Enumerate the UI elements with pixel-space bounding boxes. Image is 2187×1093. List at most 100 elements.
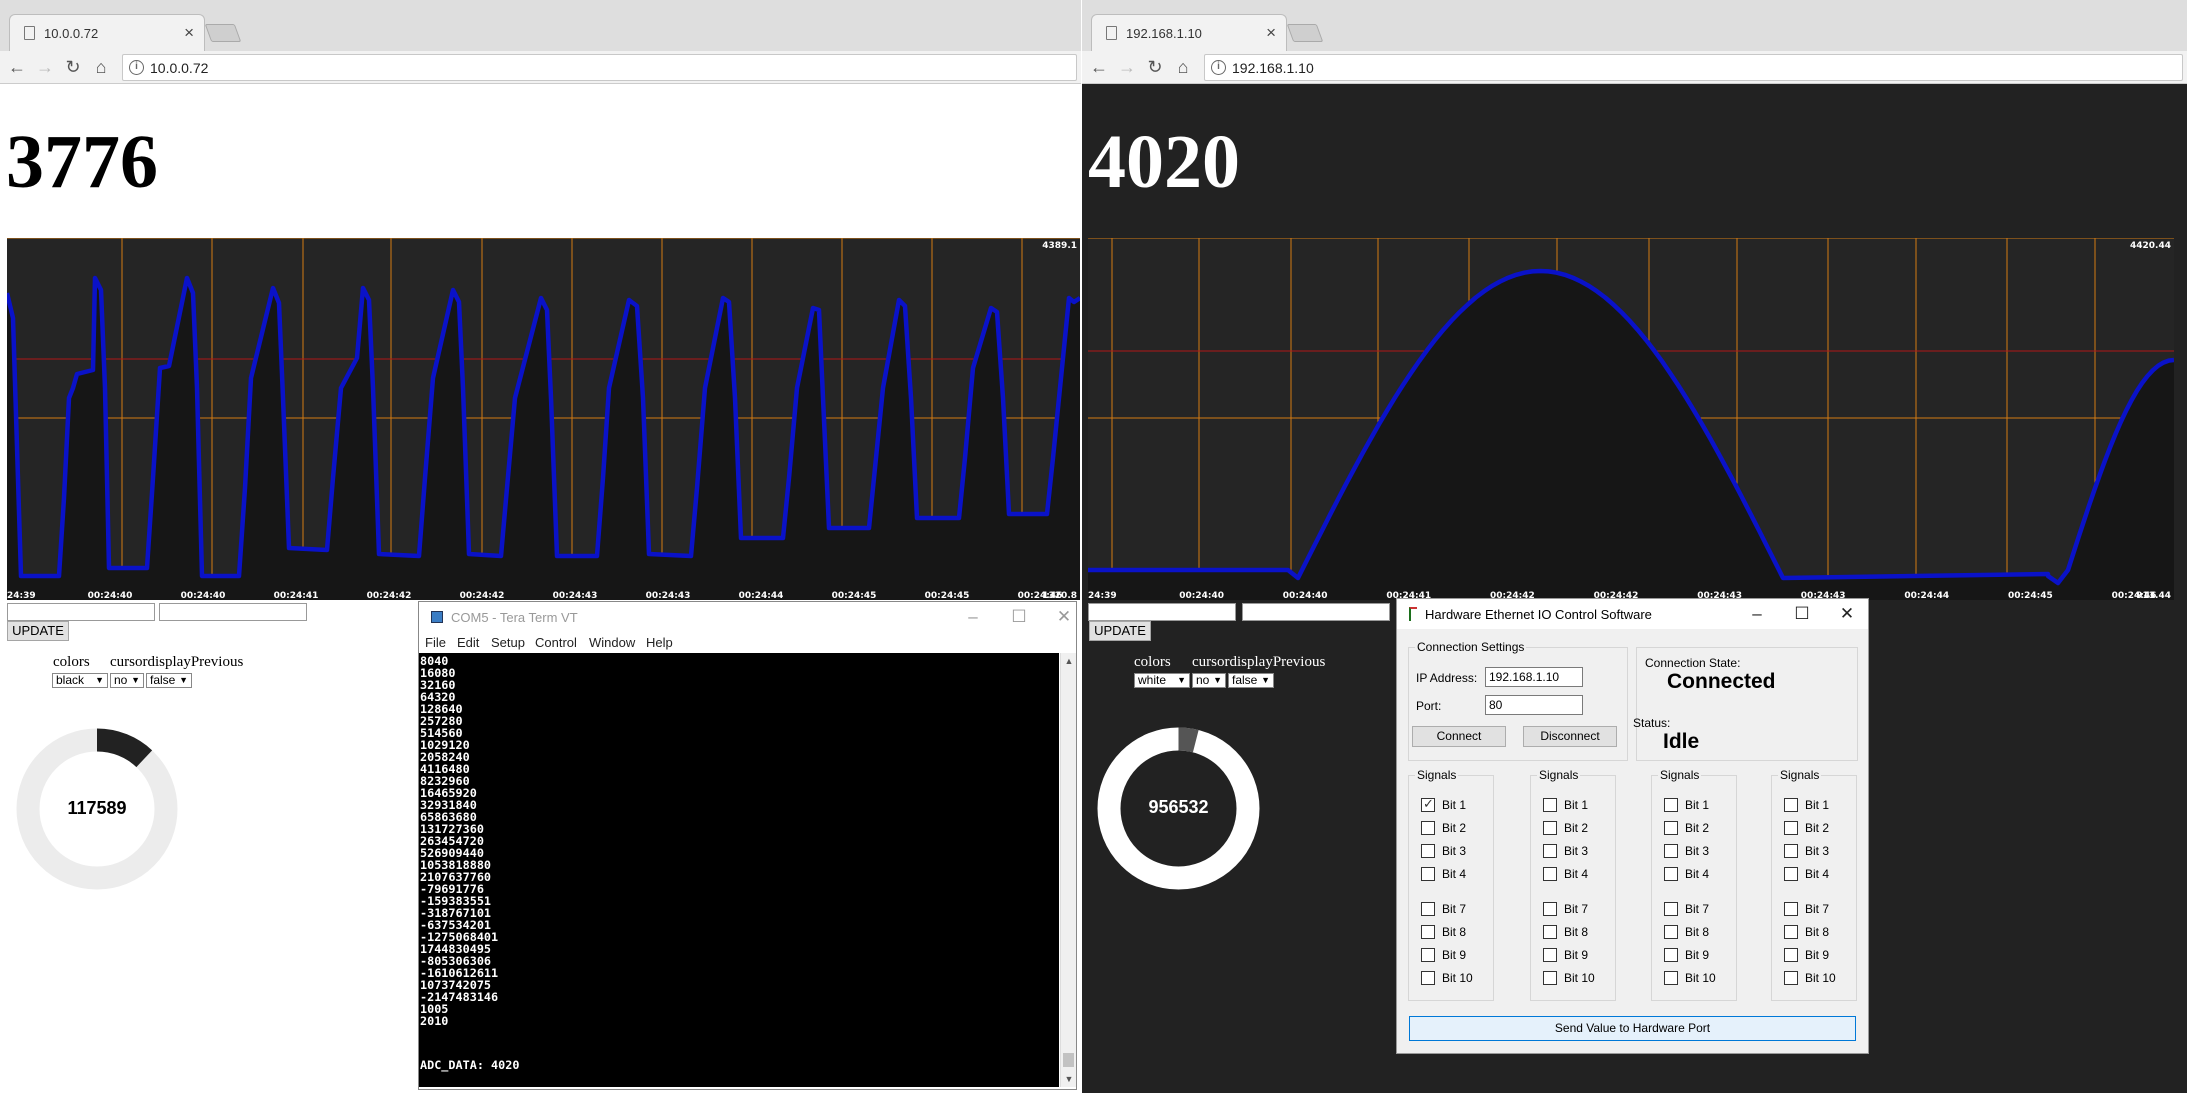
time-label: 00:24:45 xyxy=(832,591,877,600)
checkbox-bit-9[interactable] xyxy=(1784,948,1798,962)
port-input[interactable]: 80 xyxy=(1485,695,1583,715)
close-icon[interactable]: ✕ xyxy=(1839,604,1855,623)
tab-192-168-1-10[interactable]: 192.168.1.10 × xyxy=(1091,14,1287,51)
maximize-icon[interactable]: ☐ xyxy=(1794,604,1810,623)
checkbox-bit-10[interactable] xyxy=(1421,971,1435,985)
checkbox-bit-3[interactable] xyxy=(1664,844,1678,858)
maximize-icon[interactable]: ☐ xyxy=(1011,607,1027,626)
back-icon[interactable]: ← xyxy=(1090,57,1108,77)
checkbox-bit-9[interactable] xyxy=(1664,948,1678,962)
ip-address-input[interactable]: 192.168.1.10 xyxy=(1485,667,1583,687)
left-input-1[interactable] xyxy=(7,603,155,621)
home-icon[interactable]: ⌂ xyxy=(1177,57,1189,77)
checkbox-bit-2[interactable] xyxy=(1664,821,1678,835)
time-label: 00:24:40 xyxy=(1283,591,1328,600)
checkbox-bit-7[interactable] xyxy=(1543,902,1557,916)
checkbox-bit-10[interactable] xyxy=(1784,971,1798,985)
checkbox-bit-8[interactable] xyxy=(1421,925,1435,939)
hardware-io-window: Hardware Ethernet IO Control Software – … xyxy=(1396,598,1869,1054)
checkbox-bit-7[interactable] xyxy=(1421,902,1435,916)
checkbox-bit-2[interactable] xyxy=(1784,821,1798,835)
chart-max-label: 4389.1 xyxy=(1042,241,1077,251)
right-input-2[interactable] xyxy=(1242,603,1390,621)
checkbox-bit-7[interactable] xyxy=(1784,902,1798,916)
checkbox-bit-10[interactable] xyxy=(1543,971,1557,985)
forward-icon[interactable]: → xyxy=(36,57,54,77)
browser-chrome: 10.0.0.72 × ← → ↻ ⌂ i 10.0.0.72 xyxy=(0,0,1081,84)
reload-icon[interactable]: ↻ xyxy=(1147,57,1163,77)
checkbox-bit-8[interactable] xyxy=(1543,925,1557,939)
back-icon[interactable]: ← xyxy=(8,57,26,77)
checkbox-bit-1[interactable]: ✓ xyxy=(1421,796,1435,812)
menu-setup[interactable]: Setup xyxy=(491,635,525,650)
checkbox-bit-3[interactable] xyxy=(1784,844,1798,858)
checkbox-bit-8[interactable] xyxy=(1664,925,1678,939)
tab-10-0-0-72[interactable]: 10.0.0.72 × xyxy=(9,14,205,51)
address-bar[interactable]: i 10.0.0.72 xyxy=(122,54,1077,81)
time-label: 00:24:46 xyxy=(1018,591,1063,600)
send-value-button[interactable]: Send Value to Hardware Port xyxy=(1409,1016,1856,1041)
scroll-up-icon[interactable]: ▲ xyxy=(1064,656,1074,666)
menu-edit[interactable]: Edit xyxy=(457,635,480,650)
disconnect-button[interactable]: Disconnect xyxy=(1523,726,1617,747)
terminal-line: 16080 xyxy=(420,666,456,680)
close-tab-icon[interactable]: × xyxy=(1266,23,1276,42)
checkbox-bit-7[interactable] xyxy=(1664,902,1678,916)
checkbox-bit-1[interactable] xyxy=(1664,798,1678,812)
previous-select[interactable]: false ▼ xyxy=(146,673,192,688)
scroll-down-icon[interactable]: ▼ xyxy=(1064,1074,1074,1084)
update-button[interactable]: UPDATE xyxy=(1089,621,1151,641)
connect-button[interactable]: Connect xyxy=(1412,726,1506,747)
checkbox-bit-9[interactable] xyxy=(1421,948,1435,962)
home-icon[interactable]: ⌂ xyxy=(95,57,107,77)
menu-file[interactable]: File xyxy=(425,635,446,650)
previous-select-value: false xyxy=(150,673,176,687)
forward-icon[interactable]: → xyxy=(1118,57,1136,77)
checkbox-bit-8[interactable] xyxy=(1784,925,1798,939)
scroll-thumb[interactable] xyxy=(1063,1053,1074,1067)
checkbox-bit-9[interactable] xyxy=(1543,948,1557,962)
terminal-output[interactable]: 8040 16080 32160 64320 128640 257280 514560 102… xyxy=(419,653,1059,1087)
reload-icon[interactable]: ↻ xyxy=(65,57,81,77)
menu-control[interactable]: Control xyxy=(535,635,577,650)
menu-window[interactable]: Window xyxy=(589,635,636,650)
checkbox-bit-4[interactable] xyxy=(1664,867,1678,881)
cursor-select[interactable]: no ▼ xyxy=(110,673,144,688)
checkbox-bit-4[interactable] xyxy=(1543,867,1557,881)
previous-select[interactable]: false ▼ xyxy=(1228,673,1274,688)
checkbox-label: Bit 3 xyxy=(1564,844,1589,858)
left-input-2[interactable] xyxy=(159,603,307,621)
menu-help[interactable]: Help xyxy=(646,635,673,650)
new-tab-button[interactable] xyxy=(1286,24,1324,42)
checkbox-bit-1[interactable] xyxy=(1543,798,1557,812)
checkbox-bit-10[interactable] xyxy=(1664,971,1678,985)
checkbox-bit-3[interactable] xyxy=(1421,844,1435,858)
colors-select[interactable]: white ▼ xyxy=(1134,673,1190,688)
checkbox-bit-2[interactable] xyxy=(1543,821,1557,835)
time-label: 00:24:45 xyxy=(925,591,970,600)
update-button[interactable]: UPDATE xyxy=(7,621,69,641)
checkbox-label: Bit 3 xyxy=(1442,844,1467,858)
right-input-1[interactable] xyxy=(1088,603,1236,621)
dropdown-arrow-icon: ▼ xyxy=(1213,675,1222,685)
checkbox-bit-3[interactable] xyxy=(1543,844,1557,858)
checkbox-bit-4[interactable] xyxy=(1784,867,1798,881)
address-bar[interactable]: i 192.168.1.10 xyxy=(1204,54,2183,81)
info-icon[interactable]: i xyxy=(129,60,144,75)
new-tab-button[interactable] xyxy=(204,24,242,42)
close-tab-icon[interactable]: × xyxy=(184,23,194,42)
checkbox-bit-1[interactable] xyxy=(1784,798,1798,812)
title-bar: Hardware Ethernet IO Control Software – … xyxy=(1397,599,1868,629)
terminal-scrollbar[interactable]: ▲ ▼ xyxy=(1060,653,1076,1087)
cursor-select[interactable]: no ▼ xyxy=(1192,673,1226,688)
window-title: COM5 - Tera Term VT xyxy=(451,610,578,625)
checkbox-bit-2[interactable] xyxy=(1421,821,1435,835)
colors-select[interactable]: black ▼ xyxy=(52,673,108,688)
terminal-line: 4116480 xyxy=(420,762,470,776)
checkbox-bit-4[interactable] xyxy=(1421,867,1435,881)
minimize-icon[interactable]: – xyxy=(968,607,978,626)
info-icon[interactable]: i xyxy=(1211,60,1226,75)
checkbox-label: Bit 7 xyxy=(1685,902,1710,916)
minimize-icon[interactable]: – xyxy=(1752,604,1762,623)
close-icon[interactable]: ✕ xyxy=(1056,607,1072,626)
